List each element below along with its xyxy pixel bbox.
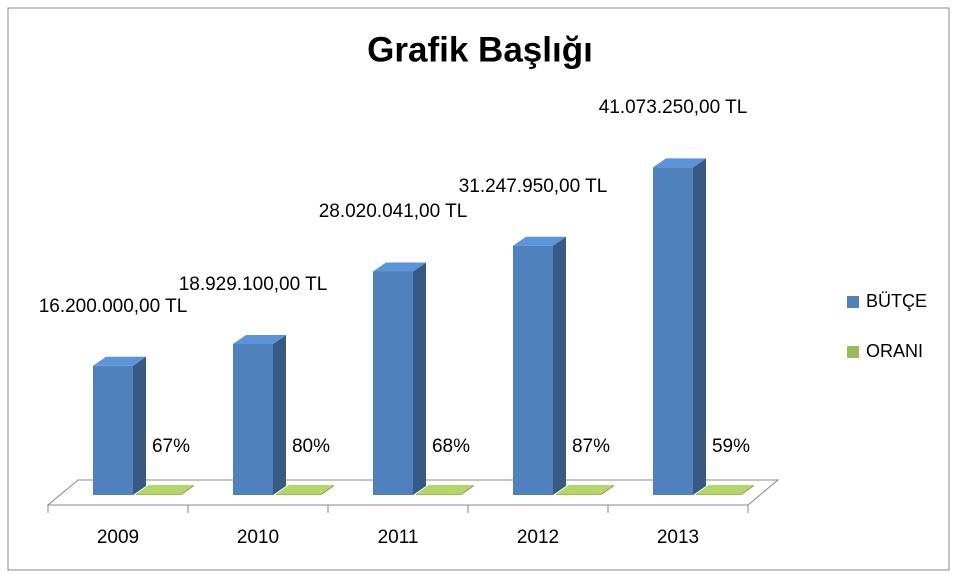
bar-side [741, 485, 754, 495]
bar-side [601, 485, 614, 495]
bar-top [373, 262, 426, 272]
data-label: 68% [431, 436, 471, 457]
bar-front [373, 271, 413, 495]
bar-side [133, 356, 146, 495]
bar [653, 158, 706, 496]
bar-front [233, 343, 273, 495]
bar [373, 262, 426, 495]
bar-top [93, 356, 146, 366]
legend-label: ORANI [866, 341, 923, 361]
legend-swatch [847, 346, 859, 358]
data-label: 67% [151, 436, 191, 457]
bar-front [696, 494, 741, 495]
bar [93, 356, 146, 495]
data-label: 41.073.250,00 TL [598, 97, 748, 119]
bar-side [461, 485, 474, 495]
bar-top [556, 485, 614, 494]
bar-front [136, 494, 181, 495]
x-tick-label: 2013 [657, 527, 699, 548]
data-label: 80% [291, 436, 331, 457]
data-label: 31.247.950,00 TL [458, 175, 608, 197]
bar-top [696, 485, 754, 494]
bar-side [693, 158, 706, 496]
x-tick-label: 2011 [378, 527, 419, 548]
bar-front [93, 365, 133, 495]
bar-top [513, 236, 566, 246]
bar-top [136, 485, 194, 494]
bar-side [553, 236, 566, 495]
data-label: 18.929.100,00 TL [178, 273, 328, 295]
bar-front [513, 245, 553, 495]
x-tick-label: 2012 [517, 527, 559, 548]
bar [136, 485, 194, 495]
x-tick-label: 2010 [237, 527, 279, 548]
bar-top [653, 158, 706, 168]
data-label: 59% [711, 436, 751, 457]
bar [556, 485, 614, 495]
bar-front [653, 167, 693, 496]
legend-swatch [847, 296, 859, 308]
bar-front [276, 494, 321, 495]
chart-title: Grafik Başlığı [367, 30, 593, 69]
bar [696, 485, 754, 495]
data-label: 16.200.000,00 TL [38, 295, 188, 317]
bar [276, 485, 334, 495]
bar-top [233, 334, 286, 344]
legend-label: BÜTÇE [866, 291, 927, 311]
bar [416, 485, 474, 495]
bar-side [321, 485, 334, 495]
bar-front [416, 494, 461, 495]
bar [233, 334, 286, 495]
bar-side [413, 262, 426, 495]
bar-side [273, 334, 286, 495]
bar-side [181, 485, 194, 495]
bar [513, 236, 566, 495]
data-label: 28.020.041,00 TL [318, 201, 468, 223]
chart-border [7, 7, 950, 571]
bar-top [276, 485, 334, 494]
bar-front [556, 494, 601, 495]
data-label: 87% [571, 436, 611, 457]
x-tick-label: 2009 [97, 527, 139, 548]
bar-top [416, 485, 474, 494]
